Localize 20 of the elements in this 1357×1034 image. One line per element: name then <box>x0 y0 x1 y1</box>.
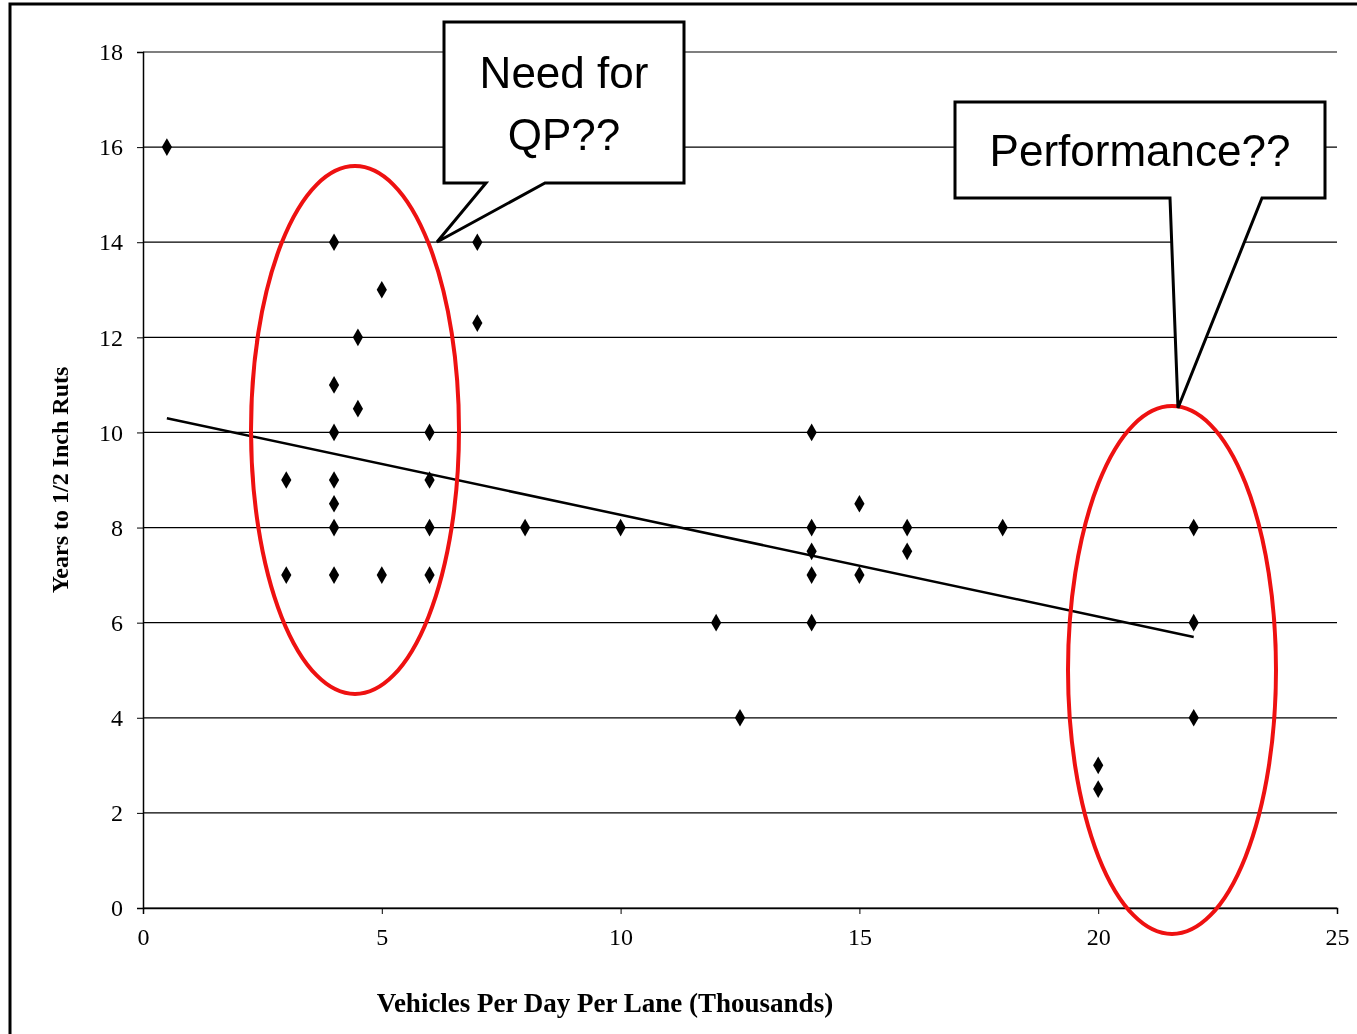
x-tick-label: 0 <box>137 924 150 951</box>
x-axis-title: Vehicles Per Day Per Lane (Thousands) <box>376 988 834 1018</box>
x-tick-label: 20 <box>1086 924 1111 951</box>
x-tick-label: 10 <box>609 924 634 951</box>
y-tick-label: 4 <box>111 704 123 731</box>
y-tick-label: 0 <box>111 895 123 922</box>
y-tick-label: 12 <box>99 324 123 351</box>
y-tick-label: 14 <box>99 229 123 256</box>
x-tick-label: 5 <box>376 924 389 951</box>
annotation: Need for QP?? <box>479 48 649 159</box>
y-axis-title: Years to 1/2 Inch Ruts <box>47 366 73 594</box>
y-tick-label: 6 <box>111 609 123 636</box>
x-tick-label: 15 <box>847 924 872 951</box>
annotation: Performance?? <box>989 126 1291 175</box>
y-tick-label: 2 <box>111 800 123 827</box>
y-tick-label: 10 <box>99 419 123 446</box>
x-tick-label: 25 <box>1325 924 1350 951</box>
y-tick-label: 18 <box>99 39 123 66</box>
y-tick-label: 8 <box>111 514 123 541</box>
y-tick-label: 16 <box>99 134 123 161</box>
